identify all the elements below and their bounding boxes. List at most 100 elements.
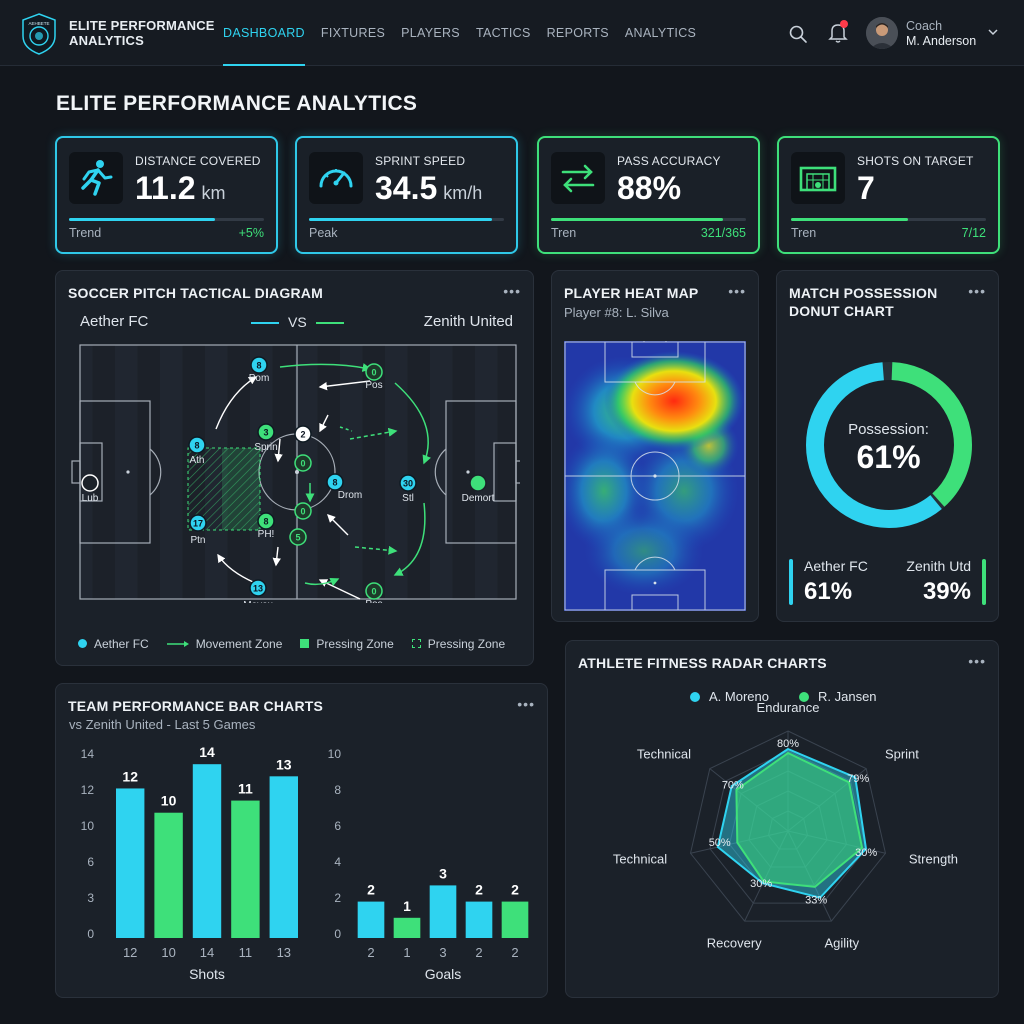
legend-item: Pressing Zone (411, 637, 505, 651)
player-marker[interactable]: 0 Pos (365, 582, 383, 603)
player-number: 5 (295, 533, 300, 543)
legend-label: R. Jansen (818, 689, 877, 704)
kpi-card-distance[interactable]: DISTANCE COVERED 11.2 km Trend +5% (55, 136, 278, 254)
more-icon[interactable]: ••• (968, 653, 986, 669)
bar[interactable] (269, 776, 299, 938)
nav-dashboard[interactable]: DASHBOARD (223, 0, 321, 66)
avatar[interactable] (866, 17, 898, 49)
chevron-down-icon[interactable] (987, 27, 999, 37)
x-tick-label: 3 (439, 945, 446, 960)
more-icon[interactable]: ••• (517, 696, 535, 712)
x-tick-label: 13 (277, 945, 291, 960)
player-label: Pom (249, 373, 270, 384)
page-title: ELITE PERFORMANCE ANALYTICS (56, 92, 418, 115)
kpi-label: PASS ACCURACY (617, 154, 721, 168)
kpi-card-sprint[interactable]: SPRINT SPEED 34.5 km/h Peak (295, 136, 518, 254)
nav-players[interactable]: PLAYERS (401, 26, 460, 40)
bell-icon[interactable] (828, 22, 848, 44)
legend-dot-icon (78, 639, 87, 648)
y-tick-label: 10 (328, 747, 342, 761)
legend-dot-icon (799, 691, 809, 702)
vs-label: VS (288, 314, 307, 330)
player-marker[interactable]: 13 Mavex (243, 579, 273, 603)
kpi-sub-label: Trend (69, 226, 102, 240)
logo-icon[interactable]: AEHBETE (20, 12, 58, 56)
player-marker[interactable]: 17 Ptn (189, 514, 207, 546)
legend-label: Aether FC (94, 637, 149, 651)
more-icon[interactable]: ••• (503, 283, 521, 299)
player-marker[interactable]: 8 PH! (257, 512, 275, 540)
radar-series-area[interactable] (735, 751, 864, 888)
radar-axis-label: Endurance (757, 700, 820, 715)
bar-charts: 03610121412121010141411111313Shots024681… (81, 744, 529, 982)
x-tick-label: 1 (403, 945, 410, 960)
kpi-label: SPRINT SPEED (375, 154, 466, 168)
movement-arrow (215, 376, 258, 430)
kpi-card-pass[interactable]: PASS ACCURACY 88% Tren 321/365 (537, 136, 760, 254)
radar-card: ATHLETE FITNESS RADAR CHARTS ••• A. More… (565, 640, 999, 998)
bar-charts-card: TEAM PERFORMANCE BAR CHARTS ••• vs Zenit… (55, 683, 548, 998)
main-nav: DASHBOARD FIXTURES PLAYERS TACTICS REPOR… (223, 0, 712, 66)
player-label: Pos (365, 599, 382, 603)
radar-axis-label: Agility (824, 936, 859, 951)
kpi-trend: 321/365 (700, 226, 746, 240)
bar-data-label: 1 (403, 898, 411, 914)
player-marker[interactable]: 0 (294, 502, 312, 520)
kpi-progress-fill (309, 218, 493, 221)
bar[interactable] (501, 901, 529, 938)
bar[interactable] (231, 800, 260, 938)
player-label: Ath (189, 455, 204, 466)
nav-fixtures[interactable]: FIXTURES (320, 26, 386, 40)
player-number: 8 (332, 478, 337, 488)
player-label: Drom (338, 490, 362, 501)
player-marker[interactable]: 2 (294, 425, 312, 443)
more-icon[interactable]: ••• (968, 283, 986, 299)
player-number: 30 (403, 479, 413, 489)
bar[interactable] (115, 788, 145, 938)
player-marker[interactable]: 30 Stl (399, 474, 417, 504)
kpi-trend: 7/12 (961, 226, 986, 240)
bar-data-label: 14 (199, 744, 215, 760)
bar[interactable] (357, 901, 385, 938)
bar[interactable] (192, 764, 222, 938)
player-marker[interactable]: Demort (462, 474, 495, 504)
player-number: 0 (371, 368, 376, 378)
player-marker[interactable]: 8 Ath (188, 436, 206, 466)
radar-chart: 80% 79% 30% 33% 30% 50% 70% Endurance Sprint Stre… (613, 700, 958, 951)
nav-analytics[interactable]: ANALYTICS (624, 26, 697, 40)
bar[interactable] (465, 901, 493, 938)
avatar-icon (866, 17, 898, 49)
radar-point-label: 50% (709, 837, 731, 849)
kpi-card-shots[interactable]: SHOTS ON TARGET 7 Tren 7/12 (777, 136, 1000, 254)
kpi-progress-fill (551, 218, 723, 221)
player-label: Ptn (190, 535, 205, 546)
search-icon[interactable] (788, 24, 808, 44)
radar-point-label: 80% (777, 738, 799, 750)
player-marker[interactable]: Lub (81, 474, 99, 504)
player-marker[interactable]: 3 Sprin (254, 423, 278, 453)
pressing-zone-solid (222, 448, 260, 530)
card-subtitle: Player #8: L. Silva (564, 305, 669, 320)
legend-item: Movement Zone (166, 637, 282, 651)
player-label: Lub (82, 493, 99, 504)
nav-tactics[interactable]: TACTICS (475, 26, 531, 40)
legend-item: Aether FC (78, 637, 149, 651)
logo-text: AEHBETE (28, 21, 49, 26)
player-marker[interactable]: 0 Pos (365, 363, 383, 391)
bar[interactable] (393, 917, 421, 938)
player-marker[interactable]: 0 (294, 454, 312, 472)
player-marker[interactable]: 5 (289, 528, 307, 546)
nav-reports[interactable]: REPORTS (546, 26, 609, 40)
player-number: 8 (263, 517, 268, 527)
bar[interactable] (429, 885, 457, 938)
user-name[interactable]: M. Anderson (906, 34, 977, 48)
y-tick-label: 8 (334, 783, 341, 797)
radar-point-label: 30% (750, 878, 772, 890)
player-number: 0 (300, 507, 305, 517)
more-icon[interactable]: ••• (728, 283, 746, 299)
player-number: 0 (371, 587, 376, 597)
legend-label: A. Moreno (709, 689, 769, 704)
player-marker[interactable]: 8 Pom (249, 356, 270, 384)
bar[interactable] (154, 812, 183, 938)
